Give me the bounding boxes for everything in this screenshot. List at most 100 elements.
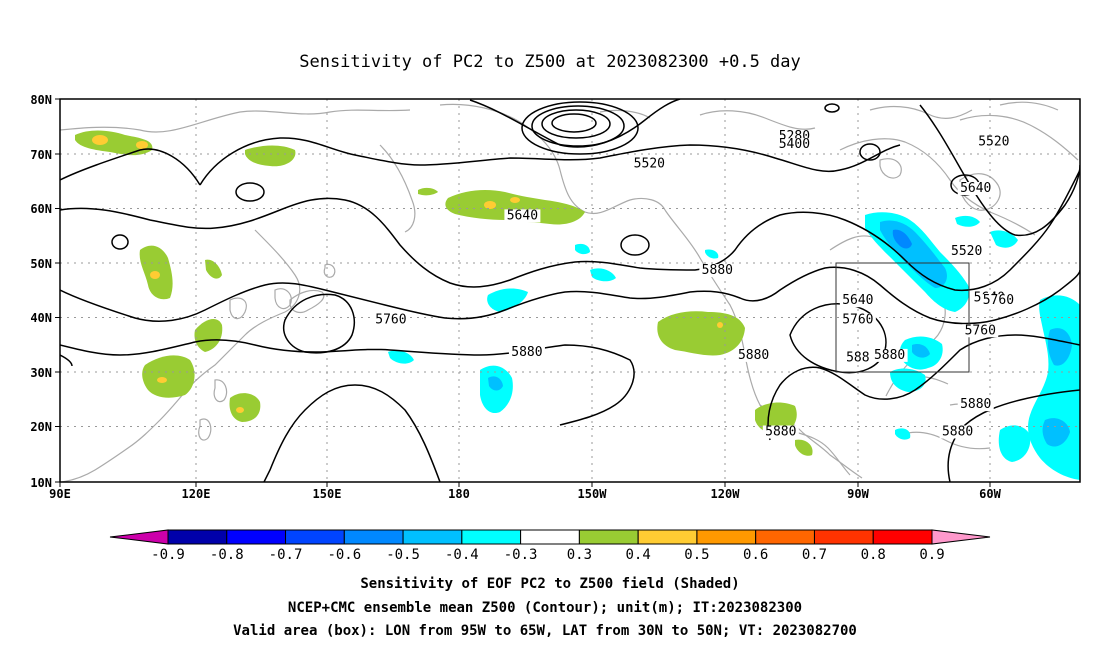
contour-label: 5880 xyxy=(942,424,973,439)
lat-tick-label: 50N xyxy=(30,257,52,271)
coastline-japan xyxy=(289,263,336,314)
lat-tick-label: 40N xyxy=(30,311,52,325)
positive-patch xyxy=(418,187,438,196)
negative-patch xyxy=(998,425,1031,462)
contour-label: 5880 xyxy=(738,348,769,363)
contour-low-inner xyxy=(541,109,611,139)
positive-core xyxy=(157,377,167,383)
contour-small xyxy=(60,354,73,367)
negative-patch xyxy=(705,249,719,259)
lon-tick-label: 90W xyxy=(847,487,869,501)
negative-patch xyxy=(990,230,1018,248)
negative-core xyxy=(1042,418,1070,447)
strong-positive-patches xyxy=(92,135,723,413)
positive-core xyxy=(717,322,723,328)
lat-tick-label: 10N xyxy=(30,476,52,490)
contour-small-closed xyxy=(111,234,129,250)
contour-label-background xyxy=(839,313,876,327)
colorbar-tick-label: 0.5 xyxy=(684,547,709,563)
colorbar-box xyxy=(226,529,287,545)
contour-label-background xyxy=(939,425,976,439)
colorbar-box xyxy=(402,529,463,545)
map-background xyxy=(60,99,1080,482)
colorbar-box xyxy=(167,529,228,545)
contour-label-background xyxy=(372,313,409,327)
contour-5520 xyxy=(60,104,1080,237)
contour-label-background xyxy=(980,294,1017,308)
contour-label: 5880 xyxy=(874,348,905,363)
lat-tick-label: 30N xyxy=(30,366,52,380)
contour-label: 5760 xyxy=(375,312,406,327)
contour-label-background xyxy=(631,157,668,171)
colorbar-box xyxy=(578,529,639,545)
contour-label: 5760 xyxy=(965,323,996,338)
contour-label-background xyxy=(843,351,872,365)
contour-label: 5640 xyxy=(842,293,873,308)
positive-patch xyxy=(194,318,223,352)
colorbar-box xyxy=(755,529,815,545)
contour-label-background xyxy=(776,138,813,152)
negative-core xyxy=(912,344,930,358)
contour-label-background xyxy=(762,425,799,439)
colorbar-tick-label: 0.6 xyxy=(743,547,768,563)
colorbar-tick-label: -0.7 xyxy=(269,547,303,563)
contour-label: 5640 xyxy=(507,208,538,223)
negative-patch xyxy=(895,428,911,440)
contour-label-background xyxy=(962,324,999,338)
contour-label: 5880 xyxy=(765,424,796,439)
contour-5280-low xyxy=(521,101,639,155)
contour-low-inner xyxy=(551,113,597,133)
colorbar: -0.9 -0.8 -0.7 -0.6 -0.5 -0.4 -0.3 0.3 0.4 0.5 0.6… xyxy=(109,529,991,563)
contour-label: 5520 xyxy=(634,156,665,171)
contour-label: 5640 xyxy=(960,181,991,196)
positive-core xyxy=(150,271,160,279)
contour-label: 5400 xyxy=(779,137,810,152)
contour-labels: 5280540055205520552056405640564056405760… xyxy=(372,129,1017,439)
contour-5640 xyxy=(60,169,1080,292)
colorbar-tick-label: 0.3 xyxy=(567,547,592,563)
colorbar-tick-label: -0.6 xyxy=(327,547,361,563)
contour-label-background xyxy=(699,264,736,278)
contour-small-closed xyxy=(824,103,840,113)
lat-tick-label: 20N xyxy=(30,420,52,434)
contour-label-background xyxy=(508,346,545,360)
positive-patch xyxy=(142,355,195,398)
strong-negative-patches xyxy=(488,220,1072,447)
contour-label: 5520 xyxy=(951,244,982,259)
coastline-arctic-islands xyxy=(599,101,1059,119)
lon-tick-label: 120W xyxy=(711,487,741,501)
negative-patch xyxy=(487,288,528,312)
colorbar-high-extend xyxy=(931,529,991,545)
coastline-kamchatka-alaska xyxy=(379,103,666,233)
colorbar-box xyxy=(285,529,345,545)
contour-small-closed xyxy=(859,143,881,161)
contour-label-background xyxy=(504,209,541,223)
colorbar-box xyxy=(813,529,874,545)
positive-patch xyxy=(205,259,222,279)
colorbar-box xyxy=(343,529,404,545)
contour-label-background xyxy=(948,244,985,258)
contour-5760 xyxy=(60,266,1080,325)
colorbar-tick-label: -0.8 xyxy=(210,547,244,563)
contour-label: 5880 xyxy=(960,397,991,412)
positive-core xyxy=(136,141,148,149)
contour-label-background xyxy=(839,294,876,308)
contour-label: 5880 xyxy=(511,345,542,360)
positive-core xyxy=(92,135,108,145)
colorbar-tick-label: -0.9 xyxy=(151,547,185,563)
positive-core xyxy=(484,201,496,209)
lon-tick-label: 150E xyxy=(313,487,342,501)
contour-label: 588 xyxy=(846,351,869,366)
contour-5880 xyxy=(60,334,1080,482)
contour-label: 5760 xyxy=(983,293,1014,308)
negative-core xyxy=(488,376,503,391)
colorbar-tick-label: 0.8 xyxy=(861,547,886,563)
contour-label-background xyxy=(957,182,994,196)
positive-patch xyxy=(245,145,296,167)
contour-label-background xyxy=(735,348,772,362)
contour-small-closed xyxy=(235,182,265,202)
colorbar-box xyxy=(520,529,580,545)
colorbar-tick-label: -0.3 xyxy=(504,547,538,563)
lon-tick-label: 60W xyxy=(979,487,1001,501)
colorbar-box xyxy=(461,529,522,545)
